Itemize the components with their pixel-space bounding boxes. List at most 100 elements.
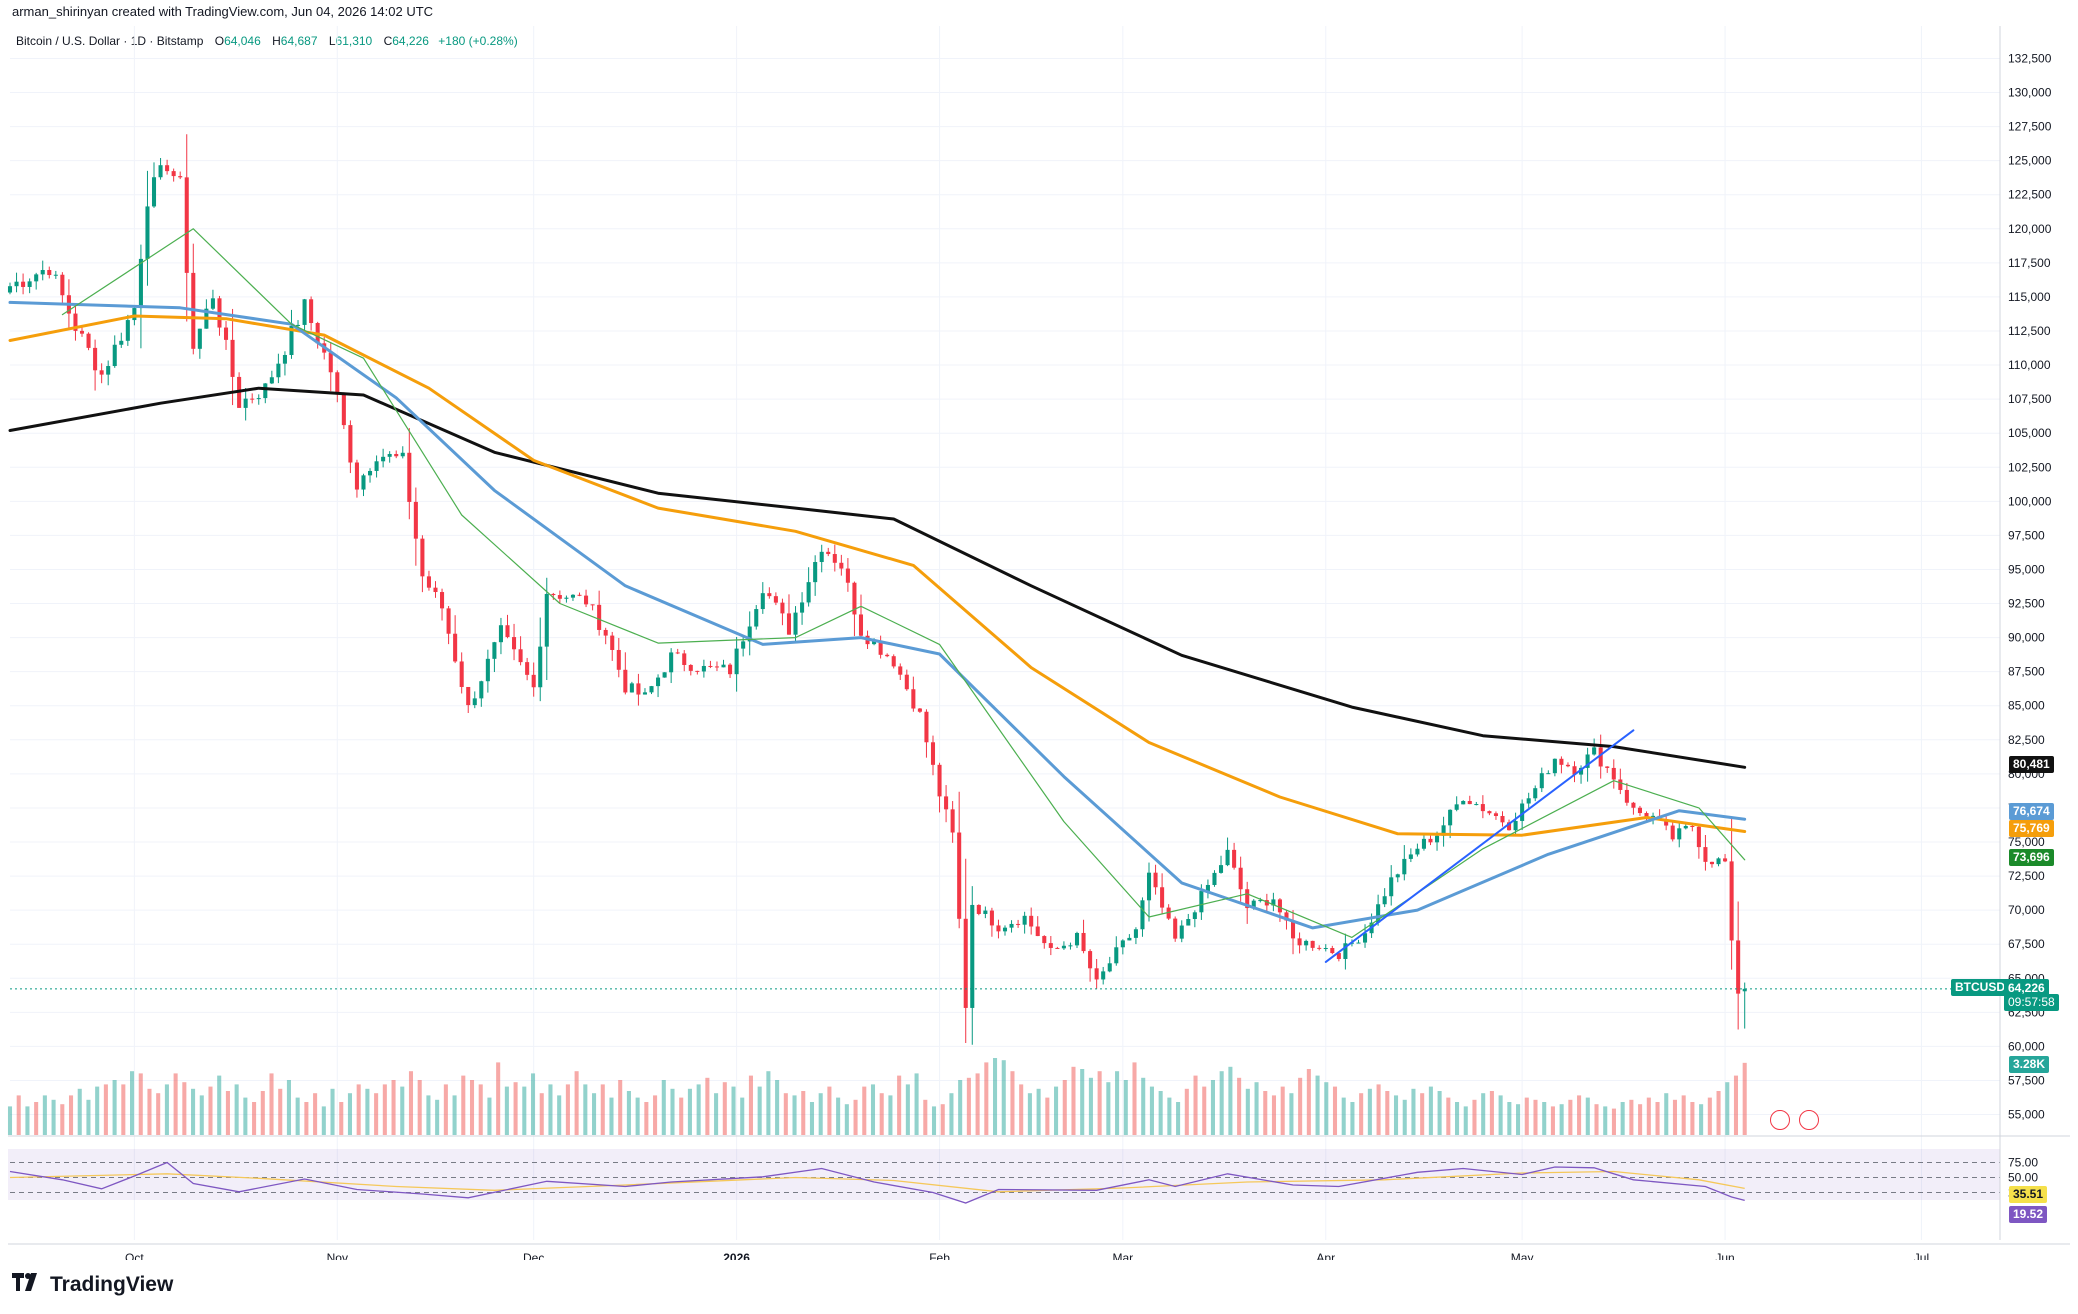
- volume-bar: [722, 1082, 727, 1135]
- candle-body: [1402, 858, 1407, 875]
- volume-bar: [801, 1091, 806, 1135]
- close-label: C: [383, 34, 393, 48]
- volume-bar: [1533, 1099, 1538, 1135]
- candle-body: [1585, 754, 1590, 768]
- candle-body: [479, 681, 484, 699]
- us-flag-event-icon[interactable]: [1770, 1110, 1790, 1130]
- volume-bar: [356, 1084, 361, 1135]
- grid: [10, 26, 2000, 1240]
- price-tick-label: 110,000: [2008, 358, 2051, 372]
- volume-bar: [1577, 1095, 1582, 1135]
- price-tick-label: 92,500: [2008, 597, 2045, 611]
- volume-bar: [949, 1093, 954, 1135]
- sma200-line: [8, 386, 1747, 769]
- countdown-tag: 09:57:58: [2004, 994, 2059, 1011]
- us-flag-event-icon[interactable]: [1799, 1110, 1819, 1130]
- candle-body: [1192, 912, 1197, 920]
- volume-bar: [1123, 1080, 1128, 1135]
- candle-body: [1703, 847, 1708, 862]
- price-axis[interactable]: 132,500 130,000 127,500 125,000 122,500 120,0…: [8, 26, 2070, 1245]
- candle-body: [420, 538, 425, 577]
- candle-body: [1729, 861, 1734, 941]
- candle-body: [1454, 804, 1459, 810]
- candle-body: [1022, 915, 1027, 925]
- candle-body: [1048, 943, 1053, 948]
- volume-bar: [1629, 1099, 1634, 1135]
- volume-bar: [958, 1080, 963, 1135]
- candle-body: [1389, 877, 1394, 897]
- volume-bar: [1036, 1088, 1041, 1135]
- volume-bar: [1446, 1097, 1451, 1135]
- candle-body: [669, 652, 674, 673]
- candle-body: [852, 582, 857, 615]
- candle-body: [1009, 923, 1014, 928]
- price-tick-label: 105,000: [2008, 426, 2052, 440]
- candle-body: [1074, 932, 1080, 946]
- candle-body: [629, 683, 634, 693]
- candle-body: [610, 635, 615, 650]
- candle-body: [551, 593, 556, 596]
- candle-body: [695, 670, 700, 672]
- tradingview-brand[interactable]: TradingView: [12, 1273, 173, 1297]
- candle-body: [1487, 811, 1492, 814]
- volume-bar: [295, 1097, 300, 1135]
- candle-body: [1160, 887, 1165, 908]
- candle-body: [728, 664, 733, 675]
- volume-bar: [208, 1086, 213, 1135]
- candle-body: [184, 177, 189, 273]
- candle-body: [1441, 825, 1446, 836]
- candle-body: [1624, 789, 1629, 803]
- candle-body: [1644, 813, 1649, 819]
- candle-body: [466, 686, 471, 706]
- volume-bar: [452, 1095, 457, 1135]
- volume-bar: [1062, 1080, 1067, 1135]
- candle-body: [112, 344, 117, 367]
- candle-body: [1166, 907, 1171, 919]
- volume-bar: [792, 1095, 797, 1135]
- volume-bar: [1210, 1080, 1215, 1135]
- volume-bar: [653, 1095, 658, 1135]
- candle-body: [1421, 838, 1426, 849]
- time-tick-label: Dec: [523, 1251, 544, 1260]
- candle-body: [1461, 800, 1466, 805]
- volume-bar: [42, 1095, 47, 1135]
- open-label: O: [214, 34, 225, 48]
- volume-bar: [1481, 1093, 1486, 1135]
- volume-bar: [600, 1084, 605, 1135]
- candle-body: [1382, 896, 1387, 905]
- volume-bar: [1237, 1077, 1242, 1135]
- volume-bar: [1245, 1088, 1250, 1135]
- candles[interactable]: [7, 134, 1747, 1045]
- candle-body: [826, 551, 831, 555]
- candle-body: [996, 925, 1001, 932]
- volume-bar: [897, 1075, 902, 1135]
- candle-body: [165, 165, 170, 172]
- candle-body: [1225, 849, 1230, 866]
- volume-bar: [1620, 1102, 1625, 1135]
- volume-bar: [1672, 1099, 1677, 1135]
- candle-body: [1690, 825, 1695, 827]
- price-tick-label: 72,500: [2008, 869, 2045, 883]
- candle-body: [1565, 764, 1570, 767]
- symbol-legend[interactable]: Bitcoin / U.S. Dollar · 1D · Bitstamp O6…: [16, 34, 518, 48]
- volume-bar: [1699, 1104, 1704, 1135]
- candle-body: [440, 592, 445, 609]
- candle-body: [1336, 953, 1341, 959]
- candle-body: [1284, 912, 1289, 921]
- candle-body: [1637, 807, 1642, 814]
- candle-body: [276, 363, 281, 378]
- time-axis[interactable]: Oct Nov Dec 2026 Feb Mar Apr May Jun Jul: [125, 1251, 1929, 1260]
- candle-body: [132, 308, 137, 321]
- candle-body: [839, 562, 844, 569]
- volume-bar: [1088, 1077, 1093, 1135]
- candle-body: [721, 664, 726, 668]
- candle-body: [1120, 940, 1125, 948]
- candle-body: [1002, 927, 1008, 932]
- volume-bar: [1707, 1097, 1712, 1135]
- rsi-ma-line: [9, 1170, 1745, 1193]
- volume-bar: [853, 1099, 858, 1135]
- volume-bar: [966, 1077, 971, 1135]
- candle-body: [1493, 813, 1498, 816]
- candle-body: [656, 677, 661, 687]
